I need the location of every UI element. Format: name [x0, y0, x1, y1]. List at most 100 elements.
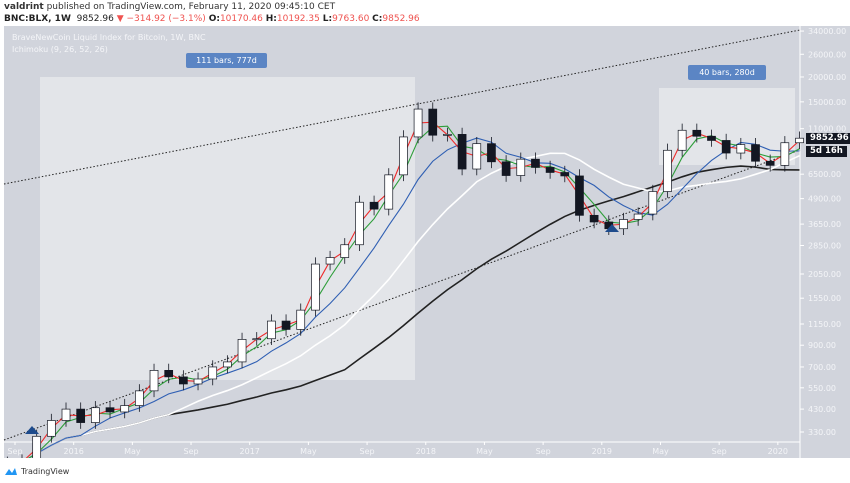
candle	[677, 123, 687, 157]
close-label: C:	[372, 14, 383, 24]
candle-body	[237, 339, 247, 363]
candle-body	[413, 108, 423, 138]
y-tick-label: 900.00	[808, 341, 836, 350]
candle-body	[443, 134, 452, 136]
candle	[135, 384, 144, 412]
candle	[105, 401, 115, 419]
publish-date: published on TradingView.com, February 1…	[46, 2, 336, 12]
candle-body	[795, 137, 804, 144]
candle	[457, 127, 467, 176]
author[interactable]: valdrint	[4, 2, 44, 12]
candle	[633, 207, 643, 226]
candle	[428, 102, 438, 142]
candle-body	[120, 405, 130, 413]
candle-body	[325, 257, 335, 265]
candle-body	[648, 191, 658, 215]
candle-body	[457, 134, 467, 170]
y-tick-label: 20000.00	[808, 73, 846, 82]
candle-body	[135, 390, 144, 406]
chart-title: BraveNewCoin Liquid Index for Bitcoin, 1…	[12, 33, 206, 42]
symbol: BNC:BLX, 1W	[4, 14, 71, 24]
candle-body	[179, 376, 188, 385]
x-tick-label: 2016	[64, 447, 84, 456]
candle	[296, 303, 306, 336]
candle	[487, 137, 496, 169]
candle	[179, 370, 188, 391]
candle-body	[223, 361, 232, 368]
x-tick-label: May	[124, 447, 141, 456]
high-value: 10192.35	[276, 14, 320, 24]
candle	[560, 165, 570, 183]
y-tick-label: 700.00	[808, 363, 836, 372]
candle	[707, 129, 716, 147]
high-label: H:	[265, 14, 277, 24]
tradingview-brand[interactable]: TradingView	[21, 466, 70, 476]
y-tick-label: 330.00	[808, 428, 836, 437]
candle	[736, 137, 746, 160]
candle-body	[751, 144, 760, 162]
candle	[619, 212, 628, 236]
price-chart[interactable]: 34000.00 26000.00 20000.00 15000.00 11000.00…	[0, 26, 850, 458]
y-tick-label: 2850.00	[808, 242, 841, 251]
candle	[120, 398, 130, 419]
x-tick-label: May	[652, 447, 669, 456]
candle-body	[340, 244, 350, 258]
candle	[193, 372, 203, 391]
arrow-up-marker-1	[25, 426, 39, 434]
candle-body	[531, 158, 540, 168]
y-tick-label: 430.00	[808, 405, 836, 414]
candle-body	[619, 219, 628, 230]
x-tick-label: 2018	[416, 447, 436, 456]
candle	[61, 402, 71, 427]
candle-body	[384, 174, 394, 210]
candle-body	[589, 214, 599, 223]
footer: TradingView	[4, 466, 69, 476]
candle	[340, 238, 350, 264]
x-tick-label: Sep	[712, 447, 727, 456]
x-tick-label: May	[476, 447, 493, 456]
candle-body	[736, 144, 746, 154]
candle	[721, 133, 731, 160]
candle	[531, 152, 540, 174]
candle	[76, 402, 86, 429]
y-tick-label: 26000.00	[808, 50, 846, 59]
candle	[325, 250, 335, 271]
y-tick-label: 1150.00	[808, 320, 841, 329]
upper-trendline	[3, 29, 801, 185]
candle-body	[560, 172, 570, 177]
candle-body	[399, 136, 408, 176]
candle-body	[575, 175, 584, 216]
candle-body	[721, 140, 731, 154]
candle-body	[501, 161, 511, 176]
candle-body	[149, 370, 159, 392]
candle	[32, 429, 42, 458]
open-label: O:	[208, 14, 220, 24]
candle	[281, 314, 291, 336]
x-tick-label: 2020	[768, 447, 788, 456]
indicator-label[interactable]: Ichimoku (9, 26, 52, 26)	[12, 45, 108, 54]
y-tick-label: 6500.00	[808, 170, 841, 179]
candle	[252, 332, 262, 346]
candle	[90, 401, 100, 429]
candle	[223, 355, 232, 374]
price-axis	[800, 26, 850, 458]
candle-body	[545, 167, 555, 173]
countdown-label: 5d 16h	[806, 146, 847, 157]
candle-body	[765, 160, 775, 166]
candle	[267, 314, 276, 346]
tradingview-logo-icon	[5, 468, 17, 475]
candle-body	[692, 129, 702, 137]
candle-body	[296, 309, 306, 330]
candle	[751, 137, 760, 168]
candle-body	[252, 338, 262, 341]
candle-body	[663, 149, 672, 192]
candle-body	[780, 142, 790, 166]
candle-body	[90, 407, 100, 423]
candle-body	[677, 129, 687, 151]
y-tick-label: 15000.00	[808, 98, 846, 107]
candle-body	[267, 320, 276, 340]
candle-body	[105, 407, 115, 413]
candle	[369, 195, 379, 216]
publish-info: valdrint published on TradingView.com, F…	[4, 2, 335, 12]
candle-body	[208, 366, 218, 380]
